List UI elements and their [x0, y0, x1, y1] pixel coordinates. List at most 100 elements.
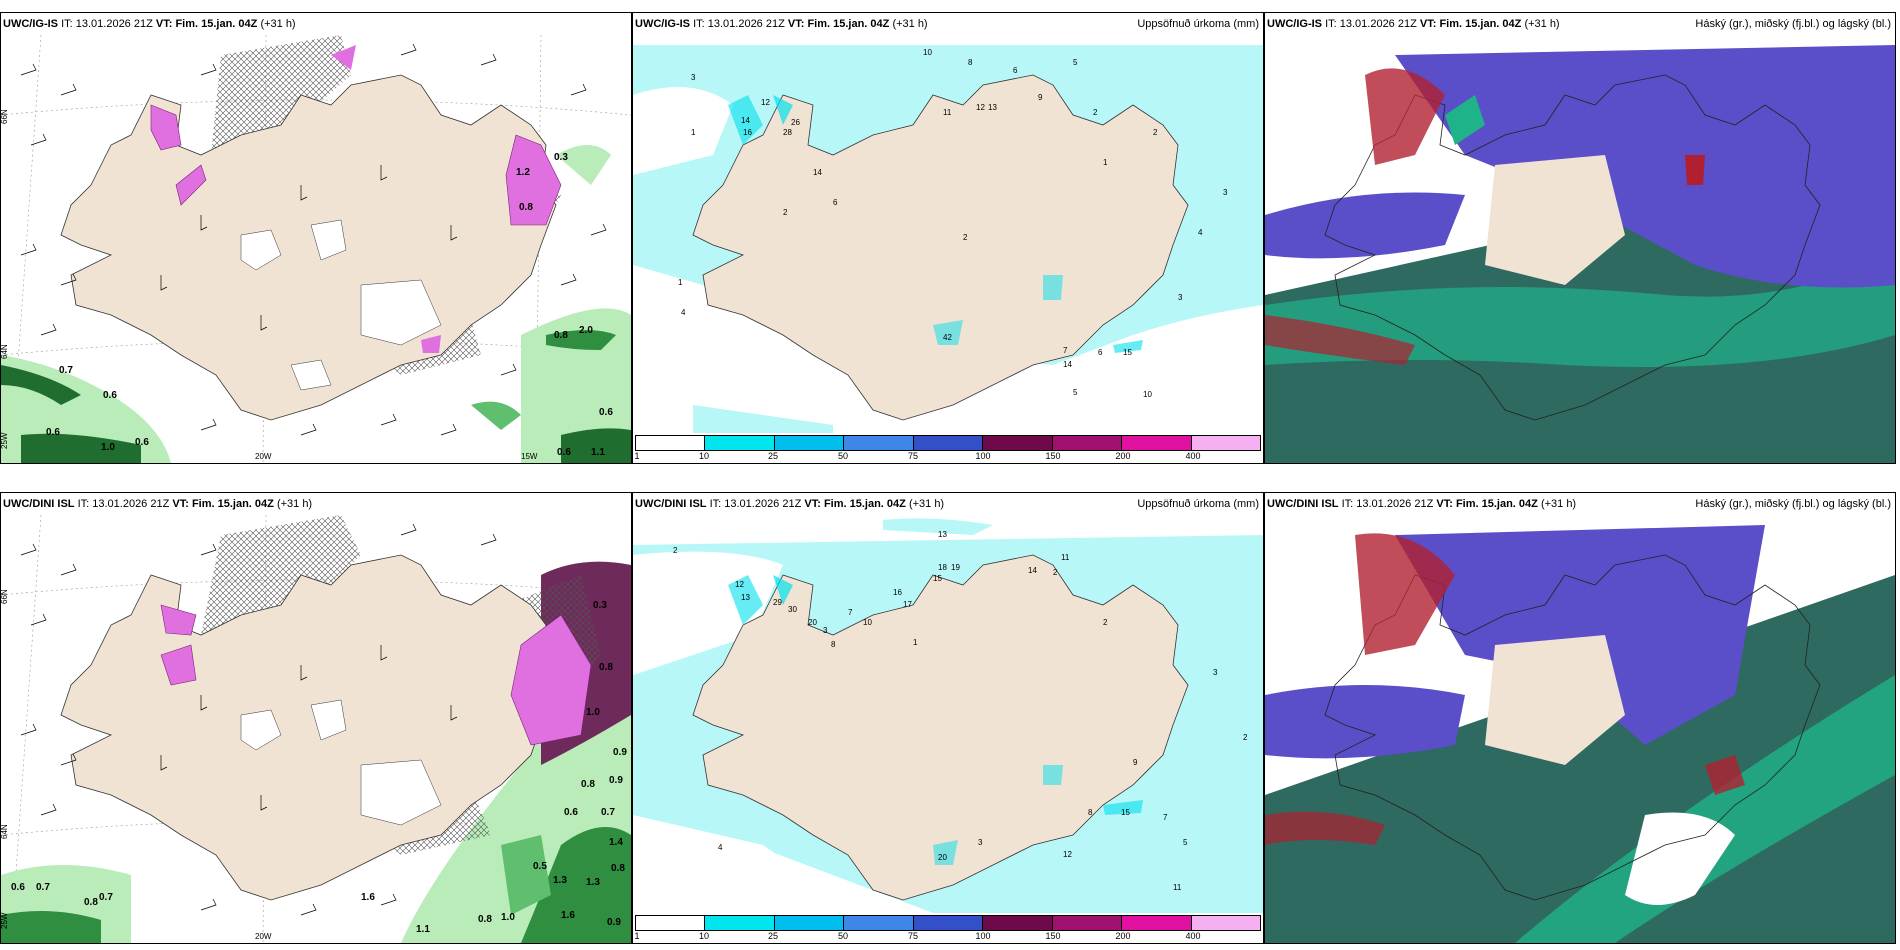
it-label: IT: [709, 498, 722, 510]
colorbar-swatch [1122, 436, 1192, 450]
value-label: 4 [718, 843, 723, 852]
value-label: 7 [848, 608, 853, 617]
value-label: 0.6 [103, 390, 117, 401]
field-title: Háský (gr.), miðský (fj.bl.) og lágský (… [1695, 18, 1891, 30]
value-label: 2 [783, 208, 788, 217]
value-label: 10 [923, 48, 932, 57]
value-label: 7 [1163, 813, 1168, 822]
colorbar-tick: 400 [1185, 451, 1201, 461]
panel-header: UWC/IG-IS IT: 13.01.2026 21Z VT: Fim. 15… [633, 13, 1263, 35]
model-name: UWC/DINI ISL [635, 498, 707, 510]
value-label: 0.8 [581, 779, 595, 790]
value-label: 9 [1133, 758, 1138, 767]
value-label: 29 [773, 598, 782, 607]
precip-map-panel-ig-is: UWC/IG-IS IT: 13.01.2026 21Z VT: Fim. 15… [632, 12, 1264, 464]
colorbar-swatch [1191, 916, 1260, 930]
field-title: Uppsöfnuð úrkoma (mm) [1137, 18, 1259, 30]
value-label: 13 [938, 530, 947, 539]
value-label: 15 [933, 574, 942, 583]
value-label: 8 [968, 58, 973, 67]
valid-time: Fim. 15.jan. 04Z [1439, 18, 1522, 30]
value-label: 16 [743, 128, 752, 137]
cloud-map-panel-ig-is: UWC/IG-IS IT: 13.01.2026 21Z VT: Fim. 15… [1264, 12, 1896, 464]
colorbar-swatch [913, 916, 984, 930]
value-label: 0.9 [607, 917, 621, 928]
valid-time: Fim. 15.jan. 04Z [823, 498, 906, 510]
model-name: UWC/IG-IS [3, 18, 58, 30]
colorbar-tick: 200 [1115, 451, 1131, 461]
value-label: 0.5 [533, 861, 547, 872]
value-label: 0.6 [135, 437, 149, 448]
value-label: 14 [741, 116, 750, 125]
init-time: 13.01.2026 21Z [1356, 498, 1434, 510]
colorbar-tick: 75 [907, 931, 919, 941]
value-label: 5 [1183, 838, 1188, 847]
colorbar-tick: 75 [907, 451, 919, 461]
value-label: 0.9 [613, 747, 627, 758]
value-label: 6 [1098, 348, 1103, 357]
lead-time: (+31 h) [276, 498, 313, 510]
colorbar-swatch [844, 436, 914, 450]
it-label: IT: [693, 18, 705, 30]
vt-label: VT: [155, 18, 173, 30]
value-label: 1.6 [361, 892, 375, 903]
field-title: Háský (gr.), miðský (fj.bl.) og lágský (… [1695, 498, 1891, 510]
value-label: 1 [691, 128, 696, 137]
valid-time: Fim. 15.jan. 04Z [1455, 498, 1538, 510]
value-label: 14 [1063, 360, 1072, 369]
value-label: 3 [823, 626, 828, 635]
colorbar-swatch [1191, 436, 1260, 450]
colorbar-tick: 150 [1045, 451, 1061, 461]
colorbar-swatch [1122, 916, 1192, 930]
panel-header: UWC/DINI ISL IT: 13.01.2026 21Z VT: Fim.… [1, 493, 631, 515]
value-label: 1 [678, 278, 683, 287]
panel-header: UWC/IG-IS IT: 13.01.2026 21Z VT: Fim. 15… [1, 13, 631, 35]
value-label: 7 [1063, 346, 1068, 355]
value-label: 0.6 [11, 882, 25, 893]
value-label: 1.6 [561, 910, 575, 921]
value-label: 0.6 [557, 447, 571, 458]
colorbar-swatch [705, 916, 775, 930]
map-canvas [1265, 515, 1895, 943]
map-canvas: 13 2 12 13 29 30 20 18 19 15 16 17 14 11… [633, 515, 1263, 913]
value-label: 1.0 [501, 912, 515, 923]
it-label: IT: [77, 498, 90, 510]
lead-time: (+31 h) [908, 498, 945, 510]
precip-map-panel-dini: UWC/DINI ISL IT: 13.01.2026 21Z VT: Fim.… [632, 492, 1264, 944]
value-label: 0.8 [599, 662, 613, 673]
colorbar-swatch [774, 916, 845, 930]
colorbar-tick: 50 [837, 931, 849, 941]
init-time: 13.01.2026 21Z [75, 18, 153, 30]
init-time: 13.01.2026 21Z [724, 498, 802, 510]
value-label: 1.4 [609, 837, 623, 848]
colorbar: 1 10 25 50 75 100 150 200 400 [633, 913, 1263, 943]
colorbar-tick: 1 [634, 451, 640, 461]
value-label: 0.7 [36, 882, 50, 893]
axis-label: 66N [1, 109, 9, 124]
value-label: 15 [1123, 348, 1132, 357]
value-label: 13 [988, 103, 997, 112]
colorbar-swatch [774, 436, 845, 450]
colorbar-swatch [1052, 916, 1123, 930]
value-label: 0.3 [593, 600, 607, 611]
value-label: 10 [863, 618, 872, 627]
axis-label: 15W [521, 452, 538, 461]
field-title: Uppsöfnuð úrkoma (mm) [1137, 498, 1259, 510]
value-label: 2.0 [579, 325, 593, 336]
value-label: 14 [1028, 566, 1037, 575]
value-label: 0.6 [46, 427, 60, 438]
cloud-map-panel-dini: UWC/DINI ISL IT: 13.01.2026 21Z VT: Fim.… [1264, 492, 1896, 944]
value-label: 3 [978, 838, 983, 847]
value-label: 15 [1121, 808, 1130, 817]
value-label: 16 [893, 588, 902, 597]
value-label: 12 [1063, 850, 1072, 859]
panel-header: UWC/IG-IS IT: 13.01.2026 21Z VT: Fim. 15… [1265, 13, 1895, 35]
lead-time: (+31 h) [1524, 18, 1560, 30]
value-label: 12 [976, 103, 985, 112]
colorbar-tick: 200 [1115, 931, 1131, 941]
value-label: 0.8 [84, 897, 98, 908]
value-label: 11 [1061, 553, 1070, 562]
value-label: 13 [741, 593, 750, 602]
valid-time: Fim. 15.jan. 04Z [191, 498, 274, 510]
value-label: 3 [1213, 668, 1218, 677]
